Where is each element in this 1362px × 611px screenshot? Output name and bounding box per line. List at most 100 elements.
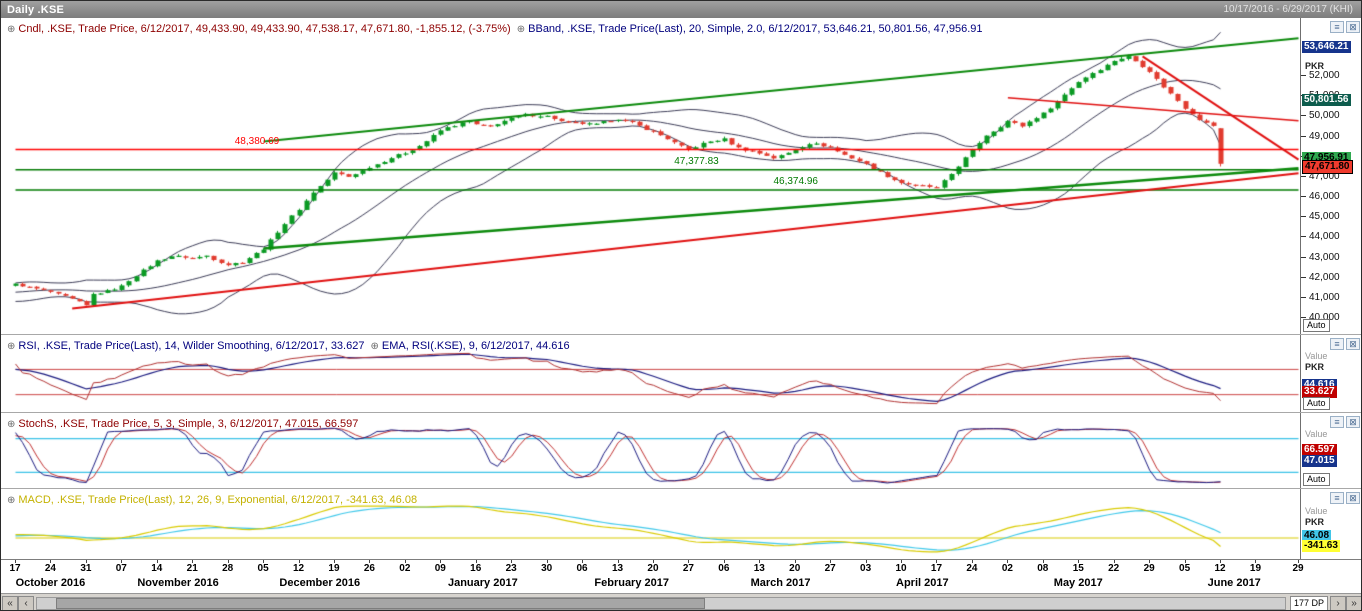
price-tick-label: 41,000: [1301, 292, 1340, 303]
value-badge: 47.015: [1302, 454, 1337, 467]
rsi-chart-canvas[interactable]: [1, 335, 1300, 412]
price-scale[interactable]: ≡ ⊠ PKR Auto 52,00051,00050,00049,00048,…: [1300, 18, 1361, 334]
price-tick-label: 43,000: [1301, 252, 1340, 263]
date-tick-label: 05: [257, 563, 269, 574]
date-tick-label: 22: [1108, 563, 1120, 574]
date-tick-label: 21: [186, 563, 198, 574]
price-tick-label: 50,000: [1301, 110, 1340, 121]
date-tick-label: 23: [505, 563, 517, 574]
time-axis[interactable]: 17 24 31 07 14 21 28 05 12 19 26 02 09 16 23 30 06 13 20 27…: [1, 559, 1361, 593]
candle-legend-text: Cndl, .KSE, Trade Price, 6/12/2017, 49,4…: [18, 23, 511, 35]
panel-settings-icon[interactable]: ≡: [1330, 416, 1344, 428]
value-badge: 50,801.56: [1302, 94, 1351, 107]
date-tick-label: 19: [328, 563, 340, 574]
price-tick-label: 45,000: [1301, 211, 1340, 222]
panel-close-icon[interactable]: ⊠: [1346, 416, 1360, 428]
date-tick-label: 12: [1214, 563, 1226, 574]
window-title: Daily .KSE: [7, 3, 65, 16]
price-tick-label: 49,000: [1301, 131, 1340, 142]
date-tick-label: 24: [44, 563, 56, 574]
value-badge: 47,671.80: [1302, 160, 1353, 175]
panel-close-icon[interactable]: ⊠: [1346, 492, 1360, 504]
macd-panel: ⊕ MACD, .KSE, Trade Price(Last), 12, 26, …: [1, 488, 1361, 559]
value-badge: 66.597: [1302, 443, 1337, 456]
macd-scale[interactable]: ≡ ⊠ Value PKR 46.08 -341.63: [1300, 489, 1361, 559]
date-tick-label: 14: [151, 563, 163, 574]
panel-toolbar: ≡ ⊠: [1330, 338, 1360, 350]
macd-legend-text: MACD, .KSE, Trade Price(Last), 12, 26, 9…: [18, 494, 418, 506]
macd-legend: ⊕ MACD, .KSE, Trade Price(Last), 12, 26, …: [7, 494, 420, 506]
panel-settings-icon[interactable]: ≡: [1330, 338, 1344, 350]
hline-label[interactable]: 47,377.83: [674, 156, 719, 168]
stochastic-panel: ⊕ StochS, .KSE, Trade Price, 5, 3, Simple…: [1, 412, 1361, 488]
date-tick-label: 07: [115, 563, 127, 574]
month-label: October 2016: [15, 577, 86, 589]
scroll-right-button[interactable]: ›: [1330, 595, 1346, 610]
month-label: March 2017: [750, 577, 811, 589]
value-badge: -341.63: [1302, 540, 1340, 553]
panel-close-icon[interactable]: ⊠: [1346, 21, 1360, 33]
rsi-ema-legend-text: EMA, RSI(.KSE), 9, 6/12/2017, 44.616: [381, 340, 570, 352]
month-label: June 2017: [1207, 577, 1261, 589]
auto-scale-button[interactable]: Auto: [1303, 473, 1330, 486]
rsi-scale[interactable]: ≡ ⊠ Value PKR Auto 44.616 33.627: [1300, 335, 1361, 412]
date-tick-label: 20: [789, 563, 801, 574]
auto-scale-button[interactable]: Auto: [1303, 397, 1330, 410]
scroll-far-left-button[interactable]: «: [2, 595, 18, 610]
bband-legend-text: BBand, .KSE, Trade Price(Last), 20, Simp…: [528, 23, 983, 35]
date-tick-label: 29: [1292, 563, 1304, 574]
price-legend: ⊕ Cndl, .KSE, Trade Price, 6/12/2017, 49,…: [7, 23, 986, 35]
date-tick-label: 24: [966, 563, 978, 574]
date-tick-label: 17: [930, 563, 943, 574]
month-label: February 2017: [594, 577, 669, 589]
date-range-label: 10/17/2016 - 6/29/2017 (KHI): [1223, 4, 1353, 15]
value-badge: 53,646.21: [1302, 40, 1351, 53]
legend-expand-icon[interactable]: ⊕: [516, 24, 526, 35]
stochastic-scale[interactable]: ≡ ⊠ Value Auto 66.597 47.015: [1300, 413, 1361, 488]
legend-expand-icon[interactable]: ⊕: [7, 495, 16, 506]
date-tick-label: 17: [9, 563, 21, 574]
panel-toolbar: ≡ ⊠: [1330, 416, 1360, 428]
date-tick-label: 02: [399, 563, 411, 574]
date-tick-label: 30: [541, 563, 553, 574]
hline-label[interactable]: 48,380.69: [234, 135, 280, 147]
stochastic-chart-canvas[interactable]: [1, 413, 1300, 488]
titlebar[interactable]: Daily .KSE 10/17/2016 - 6/29/2017 (KHI): [1, 1, 1361, 18]
panel-settings-icon[interactable]: ≡: [1330, 492, 1344, 504]
date-tick-label: 29: [1143, 563, 1155, 574]
date-tick-label: 02: [1001, 563, 1013, 574]
date-tick-label: 16: [470, 563, 482, 574]
price-tick-label: 47,000: [1301, 171, 1340, 182]
legend-expand-icon[interactable]: ⊕: [7, 24, 16, 35]
scale-unit-label: PKR: [1305, 362, 1325, 372]
date-tick-label: 27: [682, 563, 694, 574]
price-chart-canvas[interactable]: [1, 18, 1300, 334]
panel-toolbar: ≡ ⊠: [1330, 492, 1360, 504]
scale-value-label: Value: [1305, 429, 1328, 439]
scrollbar-track[interactable]: [36, 596, 1286, 610]
panel-close-icon[interactable]: ⊠: [1346, 338, 1360, 350]
legend-expand-icon[interactable]: ⊕: [7, 419, 16, 430]
date-tick-label: 20: [647, 563, 659, 574]
panel-settings-icon[interactable]: ≡: [1330, 21, 1344, 33]
rsi-legend-text: RSI, .KSE, Trade Price(Last), 14, Wilder…: [18, 340, 365, 352]
legend-expand-icon[interactable]: ⊕: [370, 341, 379, 352]
time-scrollbar: « ‹ 177 DP › »: [1, 593, 1361, 610]
macd-chart-canvas[interactable]: [1, 489, 1300, 559]
stochastic-legend: ⊕ StochS, .KSE, Trade Price, 5, 3, Simple…: [7, 418, 361, 430]
legend-expand-icon[interactable]: ⊕: [7, 341, 16, 352]
panel-toolbar: ≡ ⊠: [1330, 21, 1360, 33]
auto-scale-button[interactable]: Auto: [1303, 319, 1330, 332]
value-badge: 46.08: [1302, 530, 1332, 543]
price-tick-label: 46,000: [1301, 191, 1340, 202]
scroll-left-button[interactable]: ‹: [18, 595, 34, 610]
month-label: December 2016: [279, 577, 361, 589]
date-tick-label: 03: [860, 563, 872, 574]
hline-label[interactable]: 46,374.96: [773, 176, 818, 188]
date-tick-label: 19: [1249, 563, 1262, 574]
date-tick-label: 28: [222, 563, 234, 574]
scroll-far-right-button[interactable]: »: [1346, 595, 1361, 610]
date-tick-label: 26: [363, 563, 375, 574]
scrollbar-thumb[interactable]: [55, 597, 705, 609]
